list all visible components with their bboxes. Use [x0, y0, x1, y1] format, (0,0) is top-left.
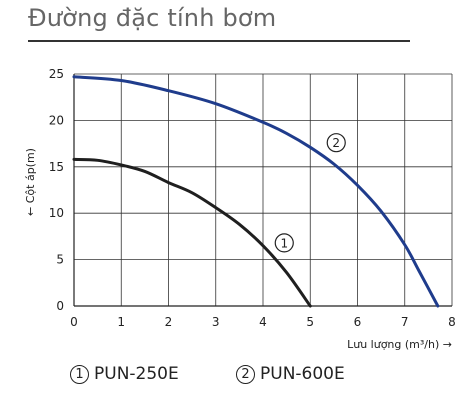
series-marker-circle — [326, 133, 346, 153]
legend-item-pun-600e: 2 PUN-600E — [236, 364, 345, 384]
x-tick-label: 6 — [354, 315, 362, 329]
legend-label-pun-600e: PUN-600E — [260, 364, 345, 384]
legend-marker-1: 1 — [70, 364, 89, 384]
y-tick-label: 0 — [56, 299, 64, 313]
x-tick-label: 5 — [306, 315, 314, 329]
series-line-pun-250e — [72, 157, 312, 308]
legend-item-pun-250e: 1 PUN-250E — [70, 364, 179, 384]
x-tick-label: 8 — [448, 315, 456, 329]
pump-curve-chart: 0 1 2 3 4 5 6 7 8 0 5 10 15 20 25 Lưu lượng (m³/h) → ← C… — [24, 67, 456, 351]
series-line-pun-600e — [72, 75, 440, 308]
series-marker-label: 1 — [280, 236, 288, 250]
x-tick-label: 3 — [212, 315, 220, 329]
y-axis-label: ← Cột áp(m) — [24, 148, 37, 216]
y-tick-label: 15 — [49, 160, 64, 174]
legend-label-pun-250e: PUN-250E — [94, 364, 179, 384]
series-marker-label: 2 — [332, 136, 340, 150]
x-tick-label: 7 — [401, 315, 409, 329]
page-title: Đường đặc tính bơm — [28, 4, 277, 32]
title-divider — [28, 40, 410, 42]
legend-marker-2: 2 — [236, 364, 255, 384]
x-tick-label: 2 — [165, 315, 173, 329]
y-tick-label: 5 — [56, 253, 64, 267]
x-tick-label: 1 — [117, 315, 125, 329]
x-tick-label: 4 — [259, 315, 267, 329]
y-tick-label: 25 — [49, 67, 64, 81]
y-tick-label: 10 — [49, 206, 64, 220]
x-axis-label: Lưu lượng (m³/h) → — [347, 338, 452, 351]
y-tick-label: 20 — [49, 113, 64, 127]
x-tick-label: 0 — [70, 315, 78, 329]
series-marker-circle — [274, 233, 294, 253]
